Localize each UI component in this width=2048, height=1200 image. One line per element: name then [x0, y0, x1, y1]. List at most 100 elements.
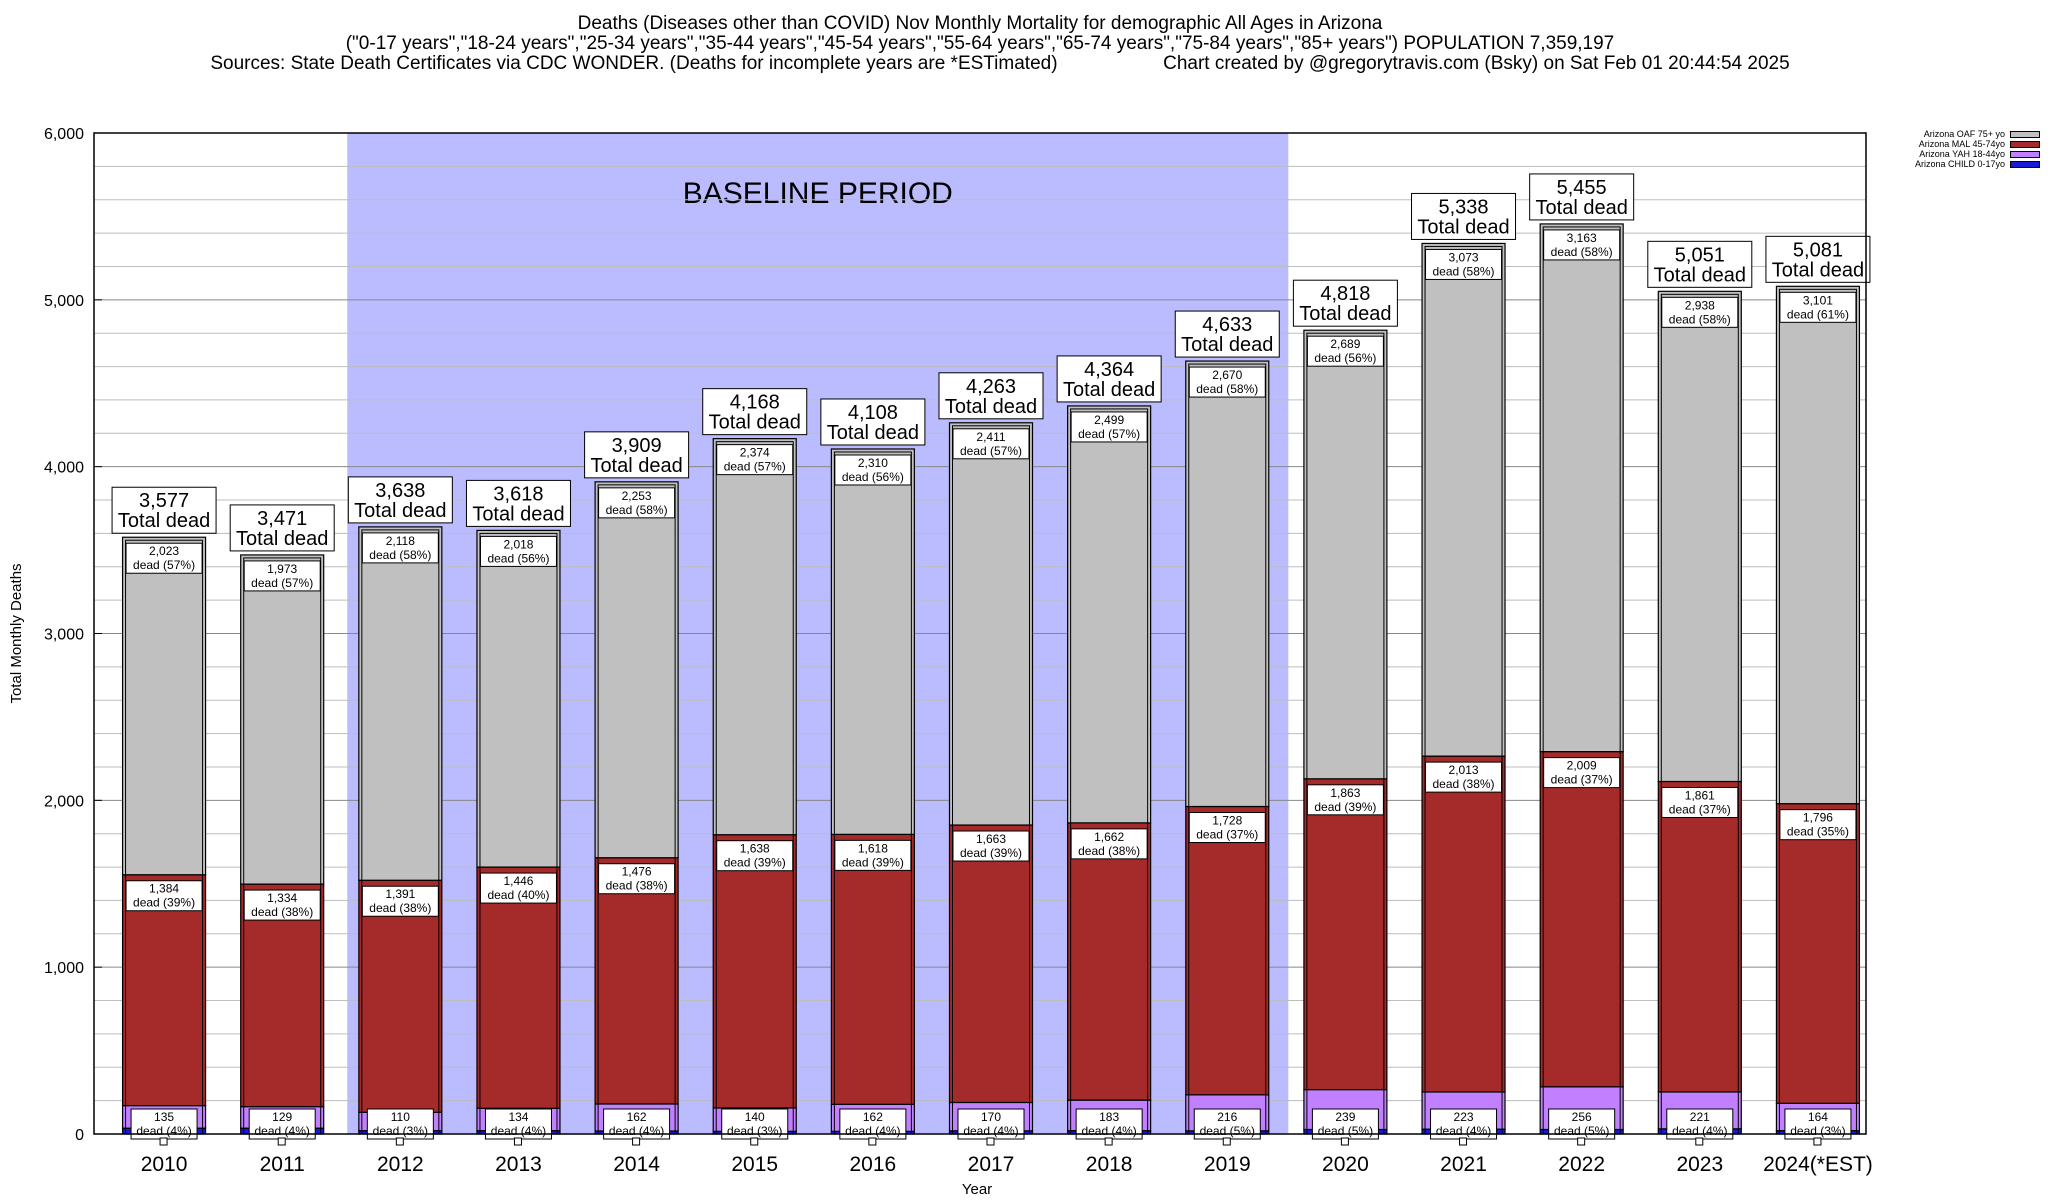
- segment-percent-label: dead (38%): [1433, 777, 1495, 791]
- bar-segment-arizona-mal-45-74yo: [1067, 822, 1152, 1101]
- segment-value-label: 239: [1335, 1110, 1355, 1124]
- legend-item: Arizona OAF 75+ yo: [1840, 129, 2040, 139]
- segment-value-label: 1,973: [267, 562, 297, 576]
- x-tick-label: 2011: [260, 1153, 305, 1176]
- segment-percent-label: dead (38%): [369, 901, 431, 915]
- segment-percent-label: dead (3%): [373, 1124, 428, 1138]
- segment-value-label: 2,013: [1449, 763, 1479, 777]
- segment-value-label: 2,411: [976, 430, 1005, 444]
- child-marker: [1340, 1137, 1349, 1146]
- child-marker: [1813, 1137, 1822, 1146]
- total-value-label: 5,051: [1675, 244, 1725, 266]
- total-suffix-label: Total dead: [354, 500, 446, 522]
- legend-item: Arizona MAL 45-74yo: [1840, 139, 2040, 149]
- segment-value-label: 1,618: [858, 841, 888, 855]
- baseline-period-label: BASELINE PERIOD: [683, 177, 953, 210]
- y-tick-label: 3,000: [44, 627, 84, 644]
- segment-percent-label: dead (58%): [1669, 312, 1731, 326]
- segment-percent-label: dead (3%): [1790, 1124, 1845, 1138]
- segment-value-label: 2,253: [622, 489, 652, 503]
- child-marker: [277, 1137, 286, 1146]
- bar-segment-arizona-mal-45-74yo: [1539, 751, 1624, 1088]
- bar-segment-arizona-oaf-75-yo: [1303, 329, 1388, 780]
- total-suffix-label: Total dead: [472, 503, 564, 525]
- total-value-label: 3,471: [257, 508, 307, 530]
- total-suffix-label: Total dead: [1063, 379, 1155, 401]
- segment-percent-label: dead (4%): [1436, 1124, 1491, 1138]
- segment-percent-label: dead (39%): [724, 856, 786, 870]
- total-value-label: 5,081: [1793, 239, 1843, 261]
- total-value-label: 5,455: [1557, 177, 1607, 199]
- x-tick-label: 2015: [731, 1153, 778, 1176]
- total-value-label: 4,263: [966, 376, 1016, 398]
- segment-percent-label: dead (4%): [963, 1124, 1018, 1138]
- x-axis-label: Year: [962, 1181, 992, 1198]
- segment-value-label: 164: [1808, 1110, 1828, 1124]
- segment-value-label: 2,023: [149, 544, 179, 558]
- segment-percent-label: dead (4%): [845, 1124, 900, 1138]
- legend-label: Arizona YAH 18-44yo: [1919, 149, 2005, 159]
- x-tick-label: 2020: [1322, 1153, 1369, 1176]
- x-tick-label: 2016: [850, 1153, 897, 1176]
- segment-value-label: 1,662: [1094, 830, 1124, 844]
- segment-percent-label: dead (4%): [1081, 1124, 1136, 1138]
- total-value-label: 3,618: [493, 483, 543, 505]
- segment-percent-label: dead (4%): [1672, 1124, 1727, 1138]
- legend-label: Arizona CHILD 0-17yo: [1914, 159, 2005, 169]
- legend-label: Arizona OAF 75+ yo: [1923, 129, 2005, 139]
- legend-item: Arizona YAH 18-44yo: [1840, 149, 2040, 159]
- bar-segment-arizona-oaf-75-yo: [948, 422, 1034, 826]
- chart-title-line2: ("0-17 years","18-24 years","25-34 years…: [345, 33, 1615, 54]
- bar-segment-arizona-oaf-75-yo: [594, 481, 679, 859]
- bar-segment-arizona-mal-45-74yo: [1185, 805, 1270, 1096]
- total-suffix-label: Total dead: [1181, 334, 1273, 356]
- segment-percent-label: dead (57%): [960, 444, 1022, 458]
- bar-segment-arizona-mal-45-74yo: [948, 824, 1034, 1104]
- child-marker: [1577, 1137, 1586, 1146]
- segment-percent-label: dead (58%): [1551, 245, 1613, 259]
- segment-value-label: 1,391: [385, 887, 415, 901]
- segment-value-label: 129: [272, 1110, 292, 1124]
- bar-segment-arizona-oaf-75-yo: [240, 554, 325, 885]
- bar-segment-arizona-mal-45-74yo: [1421, 755, 1506, 1093]
- segment-percent-label: dead (38%): [1078, 844, 1140, 858]
- bar-segment-arizona-oaf-75-yo: [358, 526, 443, 881]
- segment-value-label: 1,446: [503, 874, 533, 888]
- segment-percent-label: dead (3%): [727, 1124, 782, 1138]
- chart-title-line1: Deaths (Diseases other than COVID) Nov M…: [577, 13, 1383, 34]
- bar-segment-arizona-oaf-75-yo: [476, 529, 561, 868]
- segment-value-label: 2,018: [503, 537, 533, 551]
- segment-percent-label: dead (58%): [606, 503, 668, 517]
- bar-segment-arizona-oaf-75-yo: [1185, 360, 1270, 808]
- total-value-label: 4,168: [730, 392, 780, 414]
- bar-segment-arizona-oaf-75-yo: [830, 448, 915, 835]
- segment-value-label: 2,310: [858, 456, 888, 470]
- segment-value-label: 1,861: [1685, 788, 1715, 802]
- total-suffix-label: Total dead: [1772, 259, 1864, 281]
- segment-value-label: 135: [154, 1110, 174, 1124]
- total-value-label: 3,909: [612, 435, 662, 457]
- segment-value-label: 170: [981, 1110, 1001, 1124]
- segment-value-label: 140: [745, 1110, 765, 1124]
- x-tick-label: 2019: [1204, 1153, 1251, 1176]
- total-value-label: 4,818: [1320, 283, 1370, 305]
